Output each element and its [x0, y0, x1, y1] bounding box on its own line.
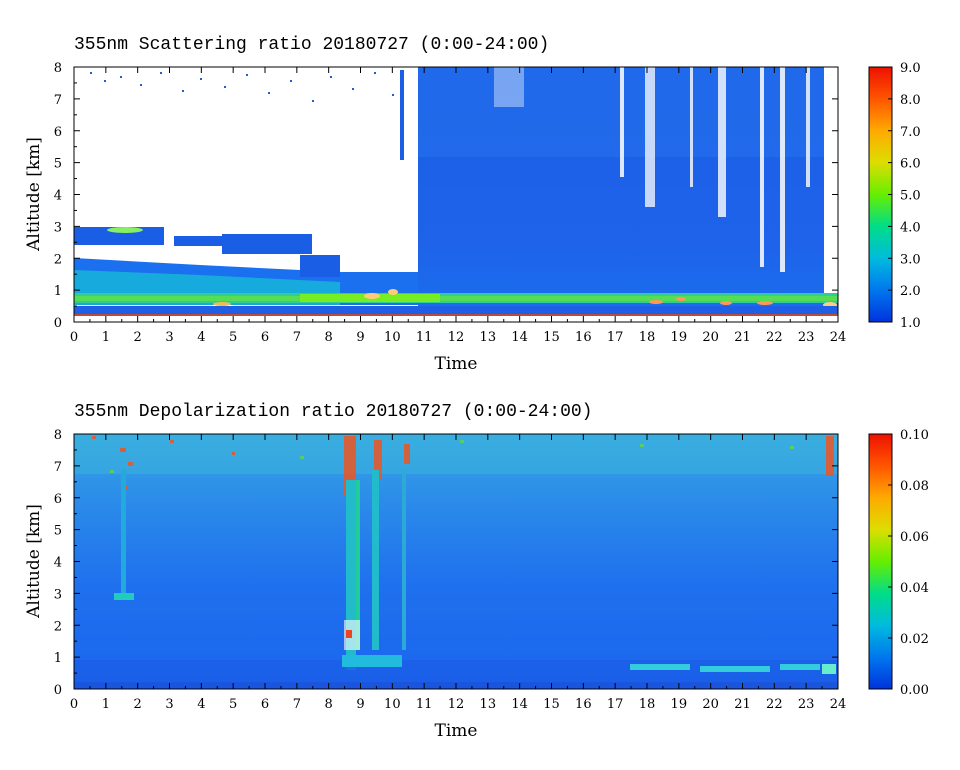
x-axis-title: Time	[435, 354, 478, 374]
x-tick-label: 18	[639, 697, 656, 712]
colorbar-tick-label: 8.0	[900, 93, 921, 108]
colorbar-tick-label: 3.0	[900, 252, 921, 267]
colorbar-tick-label: 5.0	[900, 189, 921, 204]
x-tick-label: 1	[102, 697, 110, 712]
x-tick-label: 2	[134, 330, 142, 345]
colorbar-tick-label: 6.0	[900, 157, 921, 172]
colorbar-tick-label: 0.08	[900, 479, 929, 494]
colorbar-tick-label: 0.10	[900, 428, 929, 443]
x-tick-label: 19	[671, 697, 688, 712]
x-tick-label: 19	[671, 330, 688, 345]
y-tick-label: 6	[54, 492, 62, 507]
colorbar-tick-label: 0.00	[900, 683, 929, 698]
colorbar-tick-label: 4.0	[900, 220, 921, 235]
colorbar: 0.00 0.02 0.04 0.06 0.08 0.10	[868, 428, 929, 698]
x-tick-label: 22	[766, 330, 783, 345]
x-tick-label: 21	[734, 697, 751, 712]
x-tick-label: 12	[448, 330, 465, 345]
y-tick-label: 8	[54, 428, 62, 443]
x-tick-label: 15	[543, 330, 560, 345]
x-tick-label: 16	[575, 330, 592, 345]
chart-title: 355nm Depolarization ratio 20180727 (0:0…	[74, 402, 592, 422]
x-tick-label: 17	[607, 330, 624, 345]
x-axis-title: Time	[435, 721, 478, 741]
x-tick-label: 21	[734, 330, 751, 345]
x-tick-label: 20	[702, 330, 719, 345]
x-tick-label: 6	[261, 330, 269, 345]
x-tick-label: 23	[798, 330, 815, 345]
x-tick-label: 4	[197, 330, 205, 345]
x-tick-label: 13	[480, 697, 497, 712]
y-tick-label: 3	[54, 587, 62, 602]
x-tick-label: 16	[575, 697, 592, 712]
x-tick-label: 23	[798, 697, 815, 712]
colorbar-tick-label: 2.0	[900, 284, 921, 299]
y-tick-label: 1	[54, 284, 62, 299]
y-tick-label: 2	[54, 619, 62, 634]
x-tick-label: 5	[229, 330, 237, 345]
y-axis-title: Altitude [km]	[24, 504, 44, 619]
x-tick-label: 4	[197, 697, 205, 712]
x-tick-label: 18	[639, 330, 656, 345]
y-tick-label: 1	[54, 651, 62, 666]
scattering-ratio-panel: 355nm Scattering ratio 20180727 (0:00-24…	[24, 35, 921, 374]
y-tick-label: 7	[54, 460, 62, 475]
x-tick-label: 1	[102, 330, 110, 345]
x-tick-label: 0	[70, 697, 78, 712]
y-tick-label: 4	[54, 556, 62, 571]
x-tick-label: 7	[293, 330, 301, 345]
x-tick-label: 24	[830, 330, 847, 345]
y-tick-label: 3	[54, 220, 62, 235]
x-tick-label: 22	[766, 697, 783, 712]
y-axis-title: Altitude [km]	[24, 137, 44, 252]
y-tick-label: 6	[54, 125, 62, 140]
x-tick-label: 17	[607, 697, 624, 712]
x-tick-label: 9	[356, 697, 364, 712]
x-tick-label: 2	[134, 697, 142, 712]
colorbar: 1.0 2.0 3.0 4.0 5.0 6.0 7.0 8.0 9.0	[868, 61, 921, 331]
x-tick-label: 14	[511, 697, 528, 712]
x-tick-label: 7	[293, 697, 301, 712]
colorbar-tick-label: 9.0	[900, 61, 921, 76]
y-tick-label: 7	[54, 93, 62, 108]
chart-title: 355nm Scattering ratio 20180727 (0:00-24…	[74, 35, 549, 55]
x-tick-label: 12	[448, 697, 465, 712]
x-tick-label: 14	[511, 330, 528, 345]
y-tick-label: 8	[54, 61, 62, 76]
heatmap-field	[74, 67, 838, 322]
x-tick-label: 20	[702, 697, 719, 712]
colorbar-tick-label: 0.02	[900, 632, 929, 647]
y-tick-label: 5	[54, 157, 62, 172]
x-tick-label: 8	[325, 330, 333, 345]
x-tick-label: 3	[165, 330, 173, 345]
x-tick-label: 10	[384, 697, 401, 712]
heatmap-field	[74, 434, 838, 689]
depolarization-ratio-panel: 355nm Depolarization ratio 20180727 (0:0…	[24, 402, 929, 741]
x-tick-label: 11	[416, 330, 433, 345]
colorbar-tick-label: 0.04	[900, 581, 929, 596]
x-tick-label: 9	[356, 330, 364, 345]
x-tick-label: 15	[543, 697, 560, 712]
colorbar-tick-label: 7.0	[900, 125, 921, 140]
y-tick-label: 5	[54, 524, 62, 539]
x-tick-label: 0	[70, 330, 78, 345]
x-tick-label: 6	[261, 697, 269, 712]
x-tick-label: 13	[480, 330, 497, 345]
y-tick-label: 0	[54, 683, 62, 698]
y-tick-label: 0	[54, 316, 62, 331]
x-tick-label: 10	[384, 330, 401, 345]
colorbar-tick-label: 0.06	[900, 530, 929, 545]
colorbar-tick-label: 1.0	[900, 316, 921, 331]
x-tick-label: 8	[325, 697, 333, 712]
x-tick-label: 5	[229, 697, 237, 712]
x-tick-label: 24	[830, 697, 847, 712]
x-tick-label: 11	[416, 697, 433, 712]
x-tick-label: 3	[165, 697, 173, 712]
y-tick-label: 2	[54, 252, 62, 267]
y-tick-label: 4	[54, 189, 62, 204]
